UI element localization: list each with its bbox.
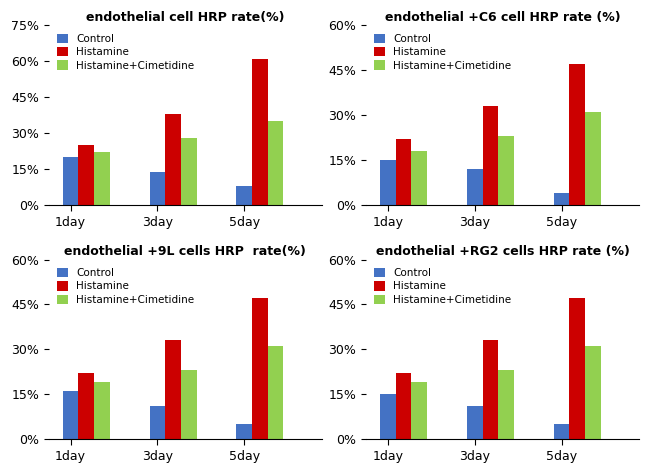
Bar: [569, 64, 585, 205]
Bar: [554, 425, 569, 439]
Legend: Control, Histamine, Histamine+Cimetidine: Control, Histamine, Histamine+Cimetidine: [371, 30, 514, 73]
Bar: [63, 157, 79, 205]
Bar: [411, 151, 427, 205]
Bar: [150, 172, 165, 205]
Bar: [411, 383, 427, 439]
Bar: [252, 299, 268, 439]
Bar: [79, 374, 94, 439]
Title: endothelial +C6 cell HRP rate (%): endothelial +C6 cell HRP rate (%): [385, 11, 620, 24]
Bar: [79, 145, 94, 205]
Bar: [380, 394, 396, 439]
Bar: [94, 383, 110, 439]
Title: endothelial cell HRP rate(%): endothelial cell HRP rate(%): [86, 11, 285, 24]
Bar: [150, 407, 165, 439]
Bar: [237, 425, 252, 439]
Bar: [268, 346, 283, 439]
Bar: [482, 106, 498, 205]
Bar: [237, 186, 252, 205]
Bar: [268, 121, 283, 205]
Title: endothelial +RG2 cells HRP rate (%): endothelial +RG2 cells HRP rate (%): [376, 246, 629, 258]
Bar: [569, 299, 585, 439]
Bar: [554, 193, 569, 205]
Bar: [165, 114, 181, 205]
Bar: [181, 371, 196, 439]
Bar: [467, 407, 482, 439]
Legend: Control, Histamine, Histamine+Cimetidine: Control, Histamine, Histamine+Cimetidine: [371, 264, 514, 308]
Bar: [94, 153, 110, 205]
Bar: [498, 136, 514, 205]
Bar: [396, 374, 411, 439]
Bar: [252, 59, 268, 205]
Title: endothelial +9L cells HRP  rate(%): endothelial +9L cells HRP rate(%): [64, 246, 306, 258]
Bar: [380, 160, 396, 205]
Bar: [585, 112, 601, 205]
Bar: [63, 392, 79, 439]
Bar: [165, 340, 181, 439]
Bar: [585, 346, 601, 439]
Bar: [467, 169, 482, 205]
Legend: Control, Histamine, Histamine+Cimetidine: Control, Histamine, Histamine+Cimetidine: [54, 30, 197, 73]
Bar: [482, 340, 498, 439]
Bar: [396, 139, 411, 205]
Bar: [498, 371, 514, 439]
Legend: Control, Histamine, Histamine+Cimetidine: Control, Histamine, Histamine+Cimetidine: [54, 264, 197, 308]
Bar: [181, 138, 196, 205]
